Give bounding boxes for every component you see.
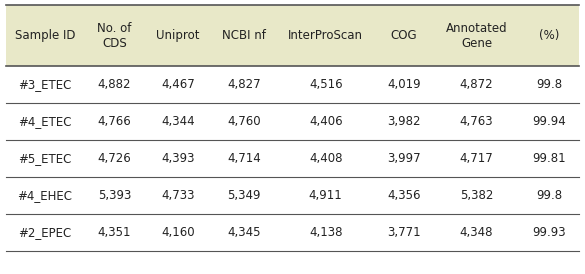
Text: 4,714: 4,714 [228,152,261,165]
Text: 4,516: 4,516 [309,78,342,91]
Text: 4,872: 4,872 [460,78,493,91]
Text: 4,882: 4,882 [98,78,131,91]
Text: #4_EHEC: #4_EHEC [18,189,73,202]
Text: 4,138: 4,138 [309,226,342,239]
Text: 4,763: 4,763 [460,115,493,128]
Text: Uniprot: Uniprot [156,29,199,42]
Text: 4,348: 4,348 [460,226,493,239]
Text: 4,356: 4,356 [387,189,421,202]
Text: 4,406: 4,406 [309,115,342,128]
Text: 4,345: 4,345 [228,226,261,239]
Text: 99.8: 99.8 [536,78,562,91]
Text: InterProScan: InterProScan [288,29,363,42]
Text: 4,766: 4,766 [98,115,132,128]
Text: COG: COG [391,29,418,42]
Text: 3,982: 3,982 [387,115,421,128]
Text: 5,349: 5,349 [228,189,261,202]
Text: 4,344: 4,344 [161,115,195,128]
Text: 4,717: 4,717 [460,152,493,165]
Text: Sample ID: Sample ID [15,29,75,42]
Text: NCBI nf: NCBI nf [222,29,266,42]
Text: 4,726: 4,726 [98,152,132,165]
Text: 4,827: 4,827 [228,78,261,91]
Text: 99.81: 99.81 [532,152,566,165]
Text: 4,160: 4,160 [161,226,195,239]
Text: 99.8: 99.8 [536,189,562,202]
Text: 4,019: 4,019 [387,78,421,91]
Text: Annotated
Gene: Annotated Gene [446,22,507,50]
Text: No. of
CDS: No. of CDS [97,22,132,50]
Text: 5,382: 5,382 [460,189,493,202]
Text: 99.94: 99.94 [532,115,566,128]
Text: 3,771: 3,771 [387,226,421,239]
Text: 4,351: 4,351 [98,226,131,239]
Text: 4,760: 4,760 [228,115,261,128]
Text: 4,733: 4,733 [161,189,195,202]
Text: 4,467: 4,467 [161,78,195,91]
Text: 99.93: 99.93 [532,226,566,239]
Text: 3,997: 3,997 [387,152,421,165]
Text: #4_ETEC: #4_ETEC [18,115,72,128]
Text: #5_ETEC: #5_ETEC [18,152,72,165]
Text: #3_ETEC: #3_ETEC [18,78,72,91]
Text: 4,408: 4,408 [309,152,342,165]
Text: (%): (%) [539,29,559,42]
Text: 5,393: 5,393 [98,189,131,202]
Text: 4,393: 4,393 [161,152,195,165]
Text: 4,911: 4,911 [309,189,343,202]
Text: #2_EPEC: #2_EPEC [19,226,72,239]
Bar [6,5,579,66]
